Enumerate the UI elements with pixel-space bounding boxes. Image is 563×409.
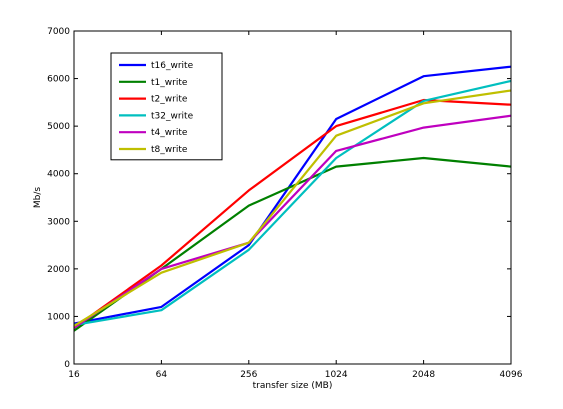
y-tick-label: 3000: [47, 217, 70, 227]
x-axis-label: transfer size (MB): [253, 381, 333, 391]
x-axis: 16 64 256 1024 2048 4096: [68, 31, 523, 380]
legend-label: t2_write: [151, 95, 188, 105]
y-tick-label: 7000: [47, 27, 70, 37]
x-tick-label: 256: [240, 370, 257, 380]
legend: t16_write t1_write t2_write t32_write t4_wri…: [110, 52, 223, 161]
legend-label: t1_write: [151, 78, 188, 88]
x-tick-label: 64: [156, 370, 168, 380]
y-tick-label: 5000: [47, 122, 70, 132]
legend-label: t4_write: [151, 128, 188, 138]
series-line-t32-write: [73, 79, 512, 327]
legend-label: t16_write: [151, 61, 194, 71]
legend-label: t8_write: [151, 145, 188, 155]
y-tick-label: 2000: [47, 265, 70, 275]
series-line-t8-write: [73, 89, 512, 327]
y-axis-label: Mb/s: [33, 187, 43, 209]
y-tick-label: 4000: [47, 170, 70, 180]
series-line-t16-write: [73, 65, 512, 325]
x-tick-label: 1024: [325, 370, 348, 380]
series-layer: [73, 65, 512, 332]
y-tick-label: 0: [64, 360, 70, 370]
series-line-t4-write: [73, 114, 512, 329]
y-tick-label: 1000: [47, 312, 70, 322]
y-axis: 0 1000 2000 3000 4000 5000 6000 7000: [47, 27, 511, 370]
plot-frame: [73, 30, 512, 365]
legend-label: t32_write: [151, 111, 194, 121]
x-tick-label: 2048: [412, 370, 435, 380]
x-tick-label: 16: [68, 370, 80, 380]
x-tick-label: 4096: [500, 370, 523, 380]
legend-box: [110, 52, 223, 161]
y-tick-label: 6000: [47, 75, 70, 85]
